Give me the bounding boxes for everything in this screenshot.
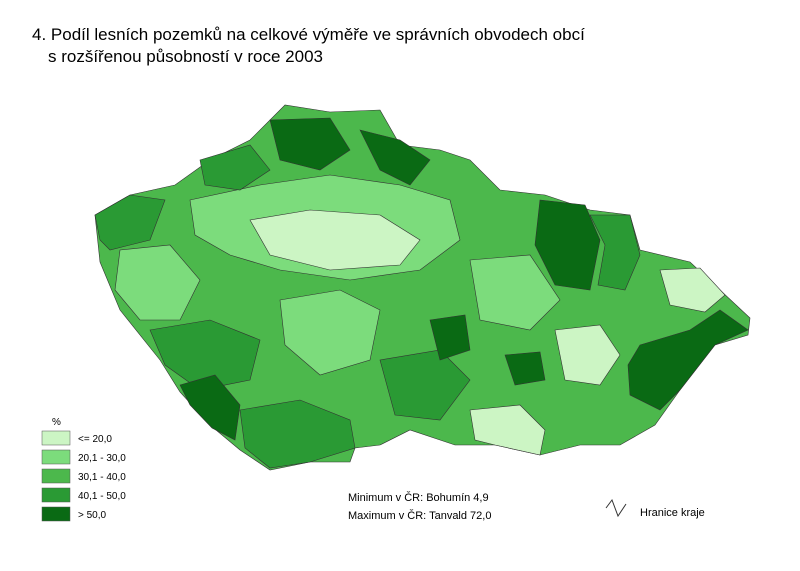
legend-swatch (41, 487, 71, 503)
region (504, 351, 546, 386)
legend-label: 40,1 - 50,0 (78, 491, 126, 502)
region (199, 144, 271, 191)
region (239, 399, 356, 469)
map (94, 104, 751, 471)
legend-unit: % (52, 417, 61, 428)
note: Minimum v ČR: Bohumín 4,9 (348, 491, 489, 504)
region (469, 404, 546, 456)
boundary-symbol (605, 498, 627, 518)
region (269, 117, 351, 171)
region (179, 374, 241, 441)
legend-label: 30,1 - 40,0 (78, 472, 126, 483)
legend-label: > 50,0 (78, 510, 107, 521)
title-line: s rozšířenou působností v roce 2003 (48, 47, 323, 66)
region (149, 319, 261, 391)
region (379, 349, 471, 421)
region (249, 209, 421, 271)
legend-swatch (41, 449, 71, 465)
legend: <= 20,0 20,1 - 30,0 30,1 - 40,0 40,1 - 50,0… (41, 430, 126, 522)
legend-swatch (41, 506, 71, 522)
region (94, 194, 166, 251)
title-line: 4. Podíl lesních pozemků na celkové výmě… (32, 25, 585, 44)
legend-swatch (41, 468, 71, 484)
region (534, 199, 601, 291)
region (627, 309, 749, 411)
legend-label: 20,1 - 30,0 (78, 453, 126, 464)
region (589, 214, 641, 291)
legend-label: <= 20,0 (78, 434, 112, 445)
region (114, 244, 201, 321)
boundary-legend: Hranice kraje (640, 507, 705, 519)
region (659, 267, 726, 313)
region (469, 254, 561, 331)
region (554, 324, 621, 386)
note: Maximum v ČR: Tanvald 72,0 (348, 509, 491, 522)
legend-swatch (41, 430, 71, 446)
region (279, 289, 381, 376)
region (429, 314, 471, 361)
region (359, 129, 431, 186)
